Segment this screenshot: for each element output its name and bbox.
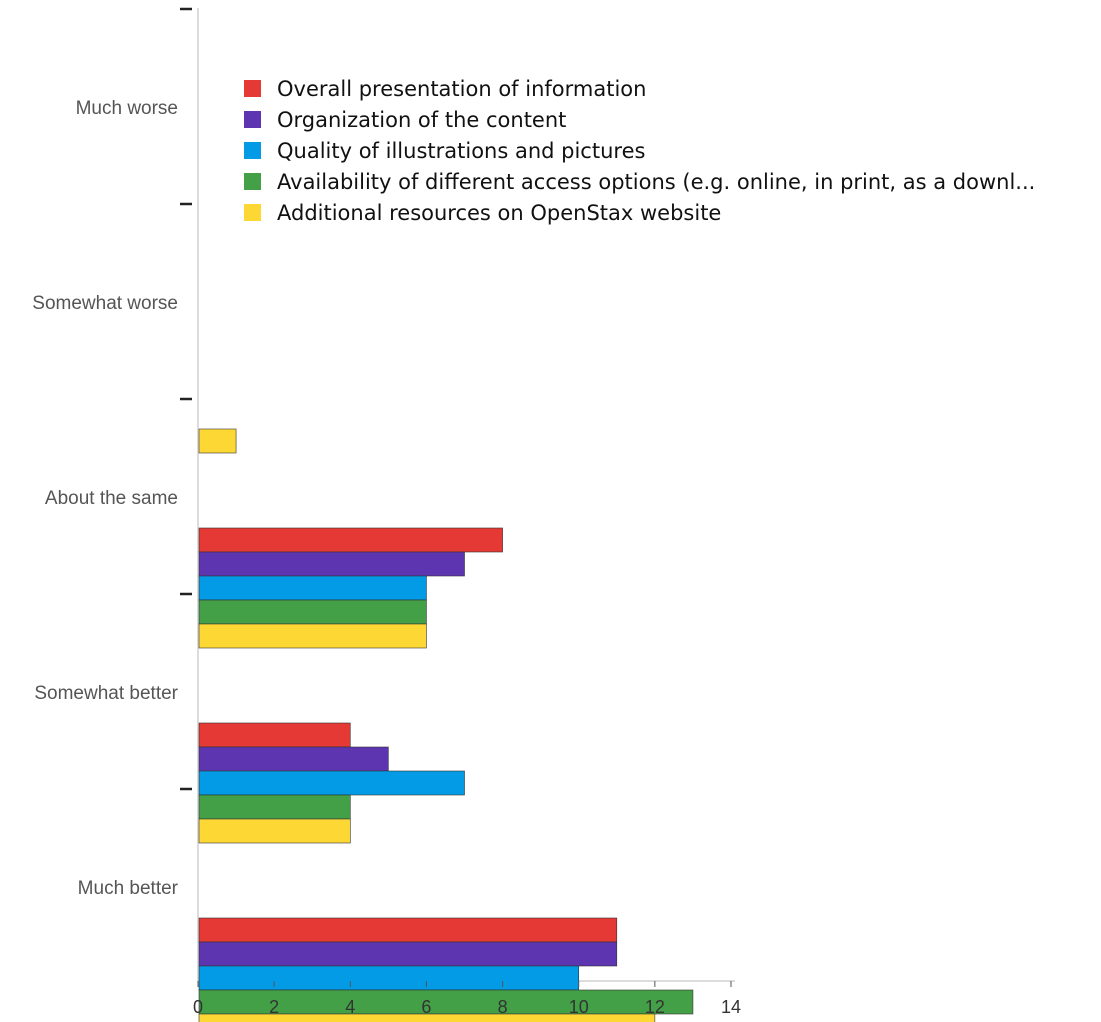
bar[interactable]	[198, 599, 427, 625]
bar[interactable]	[198, 794, 351, 820]
x-tick-label: 12	[645, 997, 665, 1017]
legend-swatch	[244, 142, 261, 159]
legend-label: Overall presentation of information	[277, 77, 646, 101]
bar[interactable]	[198, 1013, 656, 1022]
x-tick-label: 6	[421, 997, 431, 1017]
x-tick-label: 10	[569, 997, 589, 1017]
category-labels: Much worse Somewhat worse About the same So…	[32, 98, 178, 899]
bars	[198, 428, 694, 1022]
x-tick-label: 14	[721, 997, 741, 1017]
bar[interactable]	[198, 551, 465, 577]
bar[interactable]	[198, 941, 618, 967]
legend-label: Organization of the content	[277, 108, 566, 132]
category-label: About the same	[45, 488, 178, 509]
category-label: Somewhat better	[34, 683, 178, 704]
x-tick-label: 4	[345, 997, 355, 1017]
bar[interactable]	[198, 575, 427, 601]
x-tick-label: 8	[498, 997, 508, 1017]
legend-swatch	[244, 204, 261, 221]
x-tick-label: 2	[269, 997, 279, 1017]
bar[interactable]	[198, 623, 427, 649]
bar[interactable]	[198, 428, 237, 454]
x-axis-ticks: 0 2 4 6 8 10 12 14	[193, 981, 741, 1017]
category-label: Much worse	[76, 98, 178, 119]
legend-swatch	[244, 111, 261, 128]
category-label: Much better	[78, 878, 179, 899]
bar[interactable]	[198, 527, 503, 553]
legend: Overall presentation of information Organ…	[244, 77, 1035, 225]
bar[interactable]	[198, 770, 465, 796]
legend-swatch	[244, 80, 261, 97]
bar[interactable]	[198, 965, 580, 991]
bar[interactable]	[198, 746, 389, 772]
legend-swatch	[244, 173, 261, 190]
category-label: Somewhat worse	[32, 293, 178, 314]
legend-label: Availability of different access options…	[277, 170, 1035, 194]
legend-label: Quality of illustrations and pictures	[277, 139, 645, 163]
x-tick-label: 0	[193, 997, 203, 1017]
legend-label: Additional resources on OpenStax website	[277, 201, 721, 225]
bar[interactable]	[198, 818, 351, 844]
bar[interactable]	[198, 917, 618, 943]
bar[interactable]	[198, 722, 351, 748]
